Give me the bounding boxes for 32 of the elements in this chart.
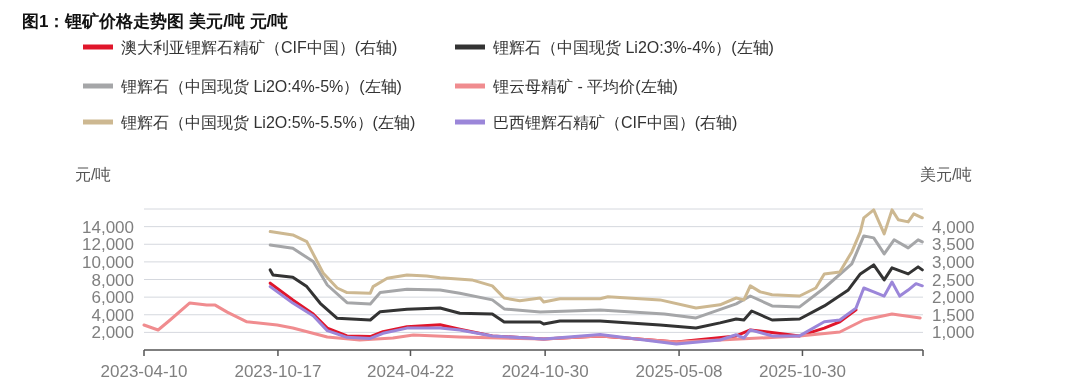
y2-tick-label: 1,000	[932, 323, 975, 343]
line-series	[268, 208, 924, 310]
legend-label: 锂云母精矿 - 平均价(左轴)	[492, 78, 678, 95]
y-tick-label: 10,000	[82, 252, 134, 272]
y2-tick-label: 2,000	[932, 288, 975, 308]
line-series	[268, 234, 924, 320]
y-tick-label: 2,000	[91, 323, 134, 343]
y-tick-label: 12,000	[82, 235, 134, 255]
x-tick-label: 2023-10-17	[234, 362, 322, 381]
y2-tick-label: 3,500	[932, 235, 975, 255]
y2-tick-label: 2,500	[932, 270, 975, 290]
legend-label: 锂辉石（中国现货 Li2O:4%-5%）(左轴)	[120, 78, 402, 95]
legend-label: 澳大利亚锂辉石精矿（CIF中国）(右轴)	[121, 39, 398, 56]
legend-label: 巴西锂辉石精矿（CIF中国）(右轴)	[493, 114, 738, 131]
legend-label: 锂辉石（中国现货 Li2O:5%-5.5%）(左轴)	[120, 114, 416, 131]
x-tick-label: 2024-10-30	[501, 362, 589, 381]
y-tick-label: 14,000	[82, 217, 134, 237]
x-tick-label: 2025-05-08	[635, 362, 723, 381]
y-axis-title: 元/吨	[75, 166, 112, 183]
y2-tick-label: 3,000	[932, 252, 975, 272]
y2-axis-title: 美元/吨	[920, 166, 973, 183]
chart-title: 图1：锂矿价格走势图 美元/吨 元/吨	[22, 12, 289, 31]
x-tick-label: 2025-10-30	[758, 362, 846, 381]
y-tick-label: 4,000	[91, 305, 134, 325]
y2-tick-label: 4,000	[932, 217, 975, 237]
legend-label: 锂辉石（中国现货 Li2O:3%-4%）(左轴)	[492, 39, 774, 56]
x-tick-label: 2023-04-10	[100, 362, 188, 381]
y-tick-label: 8,000	[91, 270, 134, 290]
y-tick-label: 6,000	[91, 288, 134, 308]
line-series	[268, 263, 924, 330]
x-tick-label: 2024-04-22	[367, 362, 454, 381]
y2-tick-label: 1,500	[932, 305, 975, 325]
